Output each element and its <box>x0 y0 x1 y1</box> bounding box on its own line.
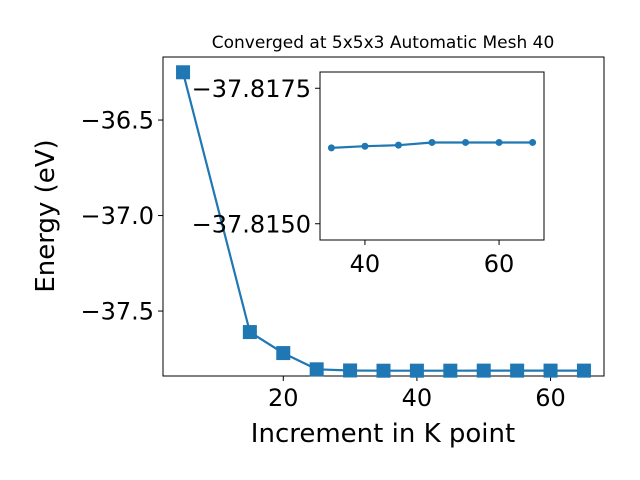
main-data-point <box>476 363 491 378</box>
inset-data-point <box>495 138 503 146</box>
inset-data-point <box>361 142 369 150</box>
inset-data-point <box>529 138 537 146</box>
inset-data-point <box>327 144 335 152</box>
main-y-tick-label: −36.5 <box>80 107 154 135</box>
inset-data-point <box>428 138 436 146</box>
y-axis-label: Energy (eV) <box>31 139 61 292</box>
main-x-tick-label: 60 <box>535 384 566 412</box>
main-x-tick-label: 40 <box>402 384 433 412</box>
main-data-point <box>543 363 558 378</box>
main-data-point <box>242 325 257 340</box>
inset-plot: 40 60 −37.8175 −37.8150 <box>192 71 545 278</box>
x-axis-label: Increment in K point <box>251 419 515 449</box>
chart-title: Converged at 5x5x3 Automatic Mesh 40 <box>212 33 555 53</box>
main-data-point <box>576 363 591 378</box>
inset-y-tick-label: −37.8175 <box>192 75 311 103</box>
main-data-point <box>510 363 525 378</box>
main-data-point <box>376 363 391 378</box>
inset-plot-frame <box>319 71 545 241</box>
main-data-point <box>176 65 191 80</box>
inset-y-tick-label: −37.8150 <box>192 210 311 238</box>
main-y-tick-label: −37.5 <box>80 298 154 326</box>
main-y-tick-label: −37.0 <box>80 202 154 230</box>
inset-data-point <box>462 138 470 146</box>
inset-x-tick-label: 40 <box>350 250 381 278</box>
main-data-point <box>309 362 324 377</box>
main-data-point <box>443 363 458 378</box>
inset-data-point <box>394 141 402 149</box>
main-data-point <box>343 363 358 378</box>
main-data-point <box>276 346 291 361</box>
inset-x-tick-label: 60 <box>484 250 515 278</box>
main-data-point <box>409 363 424 378</box>
main-x-tick-label: 20 <box>268 384 299 412</box>
